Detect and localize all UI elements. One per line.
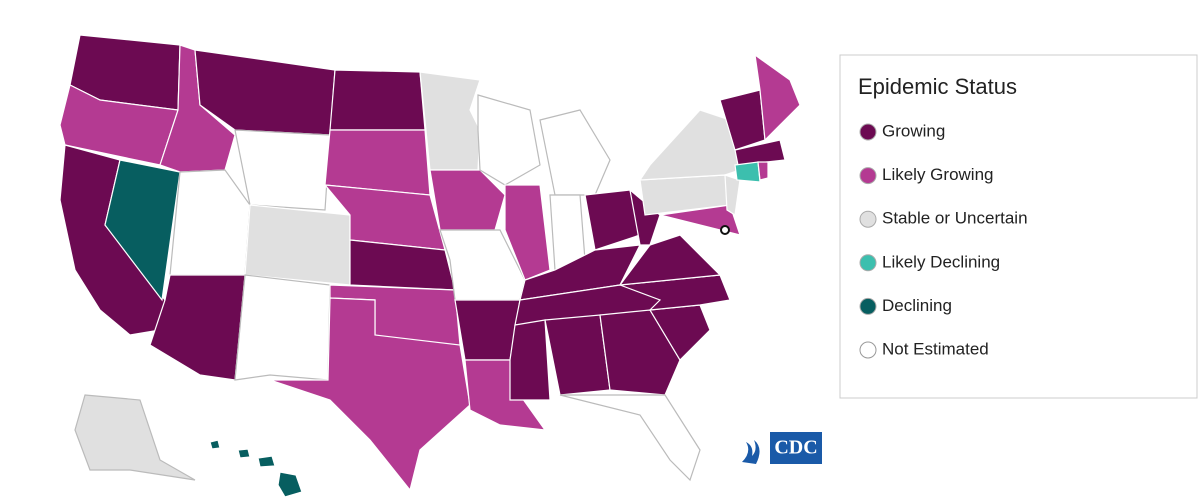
state xyxy=(724,174,741,216)
state xyxy=(504,184,551,281)
legend-label: Not Estimated xyxy=(882,339,989,358)
state xyxy=(149,274,246,381)
state xyxy=(237,448,251,459)
legend-box xyxy=(839,54,1198,399)
cdc-text: CDC xyxy=(774,437,817,459)
legend-label: Likely Growing xyxy=(882,165,994,184)
legend-label: Stable or Uncertain xyxy=(882,209,1028,228)
state xyxy=(539,109,611,196)
state xyxy=(419,71,481,171)
legend-swatch xyxy=(859,341,877,359)
state xyxy=(257,455,276,468)
state xyxy=(169,169,251,276)
legend-label: Declining xyxy=(882,296,952,315)
state xyxy=(734,161,761,183)
state xyxy=(429,169,506,231)
state xyxy=(209,439,221,450)
state xyxy=(559,394,701,482)
state xyxy=(277,471,303,498)
state xyxy=(234,129,331,211)
legend-swatch xyxy=(859,123,877,141)
state xyxy=(244,204,351,286)
state xyxy=(754,53,801,142)
legend-swatch xyxy=(859,167,877,185)
state xyxy=(324,129,431,196)
state xyxy=(544,314,611,396)
state xyxy=(104,159,181,302)
cdc-box xyxy=(770,432,822,464)
state xyxy=(599,309,681,396)
state xyxy=(757,161,769,181)
state xyxy=(234,274,331,381)
state xyxy=(269,297,471,492)
state xyxy=(329,69,426,131)
legend: Epidemic Status Growing Likely Growing Sta… xyxy=(839,54,1198,399)
state xyxy=(734,139,786,166)
legend-title: Epidemic Status xyxy=(858,74,1017,99)
legend-swatch xyxy=(859,254,877,272)
state xyxy=(659,204,741,236)
state xyxy=(477,94,541,186)
hhs-eagle xyxy=(742,440,760,464)
dc-marker xyxy=(720,225,730,235)
legend-label: Likely Declining xyxy=(882,252,1000,271)
legend-label: Growing xyxy=(882,121,945,140)
state xyxy=(454,299,521,361)
legend-swatch xyxy=(859,297,877,315)
state xyxy=(638,109,741,181)
state xyxy=(618,234,722,286)
state xyxy=(509,319,551,401)
legend-swatch xyxy=(859,210,877,228)
states xyxy=(59,34,801,498)
cdc-logo: CDC xyxy=(742,432,822,464)
state xyxy=(74,394,196,481)
